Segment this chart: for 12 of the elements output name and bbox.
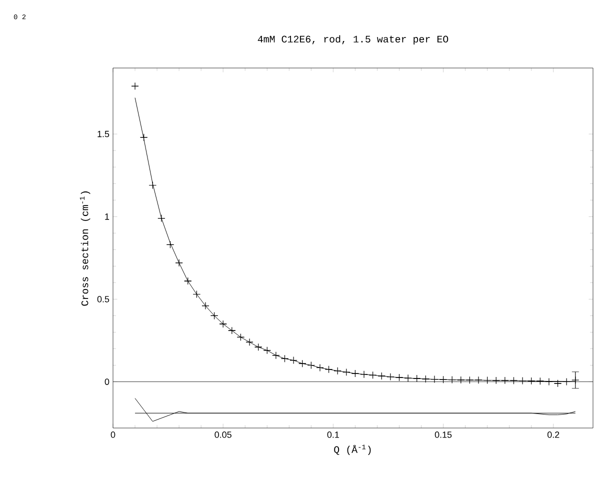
y-tick-label: 0 [104, 378, 110, 385]
y-axis-title: Cross section (cm$^{-1}$) [80, 191, 90, 306]
y-tick-label: 1 [105, 214, 110, 220]
chart-title: 4mM C12E6, rod, 1.5 water per EO [258, 35, 448, 44]
x-tick-label: 0.1 [327, 432, 339, 438]
x-tick-label: 0.2 [547, 432, 560, 438]
y-tick-label: 0.5 [97, 296, 110, 302]
x-tick-label: 0 [110, 432, 116, 438]
x-tick-label: 0.15 [434, 432, 452, 438]
y-tick-label: 1.5 [98, 130, 110, 138]
x-tick-label: 0.05 [214, 432, 232, 438]
x-axis-title: Q (Å$^{-1}$) [334, 444, 371, 455]
